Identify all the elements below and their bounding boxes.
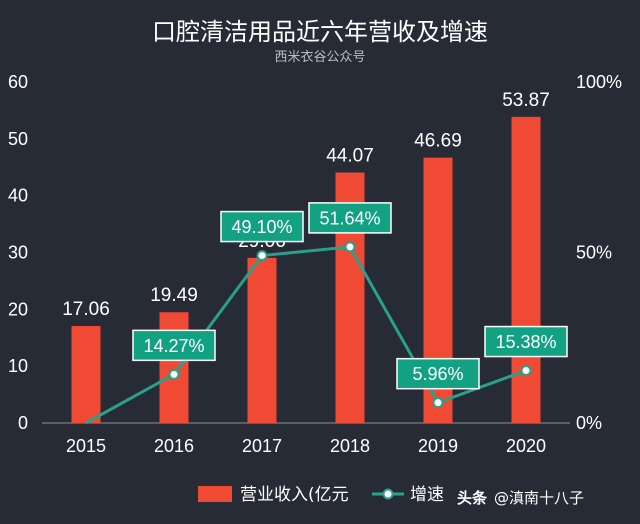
rate-label-box — [484, 325, 568, 358]
y-right-tick-label: 50% — [576, 243, 612, 263]
rate-point — [432, 397, 444, 409]
y-left-tick-label: 30 — [8, 243, 28, 263]
rate-label-box — [132, 329, 216, 362]
rate-value-label: 5.96% — [412, 364, 463, 384]
y-right-tick-label: 100% — [576, 72, 622, 92]
rate-value-label: 51.64% — [319, 208, 380, 228]
axes: 0 10 20 30 40 50 60 0% 50% 100% 2015 2016 2017 2018 20… — [8, 72, 622, 456]
y-right-tick-label: 0% — [576, 413, 602, 433]
bar — [511, 116, 541, 423]
y-left-tick-label: 10 — [8, 356, 28, 376]
chart-subtitle: 西米衣谷公众号 — [274, 49, 365, 65]
x-tick-label: 2019 — [418, 436, 458, 456]
rate-point — [344, 241, 356, 253]
y-left-tick-label: 60 — [8, 72, 28, 92]
bar — [159, 312, 189, 423]
watermark-handle: @滇南十八子 — [494, 489, 584, 507]
x-tick-label: 2017 — [242, 436, 282, 456]
x-tick-label: 2015 — [66, 436, 106, 456]
bar-value-label: 17.06 — [62, 299, 110, 320]
bar-value-label: 46.69 — [414, 131, 462, 152]
rate-value-label: 15.38% — [495, 332, 556, 352]
bars — [71, 116, 541, 423]
chart-title: 口腔清洁用品近六年营收及增速 — [152, 18, 488, 46]
legend-line-label: 增速 — [410, 485, 444, 505]
rate-value-label: 49.10% — [231, 217, 292, 237]
rate-line — [85, 245, 527, 425]
y-left-tick-label: 20 — [8, 299, 28, 319]
y-left-tick-label: 0 — [18, 413, 28, 433]
legend-bar-label: 营业收入(亿元 — [240, 485, 349, 505]
bar-value-label: 44.07 — [326, 146, 374, 167]
rate-label-box — [396, 357, 480, 390]
rate-point — [168, 368, 180, 380]
rate-label-box — [308, 202, 392, 234]
legend-line-marker — [382, 488, 394, 500]
bar — [71, 326, 101, 423]
x-tick-label: 2016 — [154, 436, 194, 456]
bar-value-label: 53.87 — [502, 90, 550, 111]
x-tick-label: 2020 — [506, 436, 546, 456]
bar — [247, 257, 277, 423]
y-left-tick-label: 40 — [8, 186, 28, 206]
legend: 营业收入(亿元 增速 — [198, 485, 444, 505]
rate-value-label: 14.27% — [143, 336, 204, 356]
watermark: 头条 @滇南十八子 — [457, 489, 584, 507]
rate-line-layer: 14.27% 49.10% 51.64% 5.96% 15.38% — [85, 202, 568, 425]
rate-point — [256, 250, 268, 262]
x-tick-label: 2018 — [330, 436, 370, 456]
legend-bar-swatch — [198, 486, 232, 502]
rate-label-box — [220, 210, 304, 243]
bar-value-label: 19.49 — [150, 285, 198, 306]
y-left-tick-label: 50 — [8, 129, 28, 149]
watermark-brand: 头条 — [457, 489, 488, 507]
rate-point — [520, 365, 532, 377]
